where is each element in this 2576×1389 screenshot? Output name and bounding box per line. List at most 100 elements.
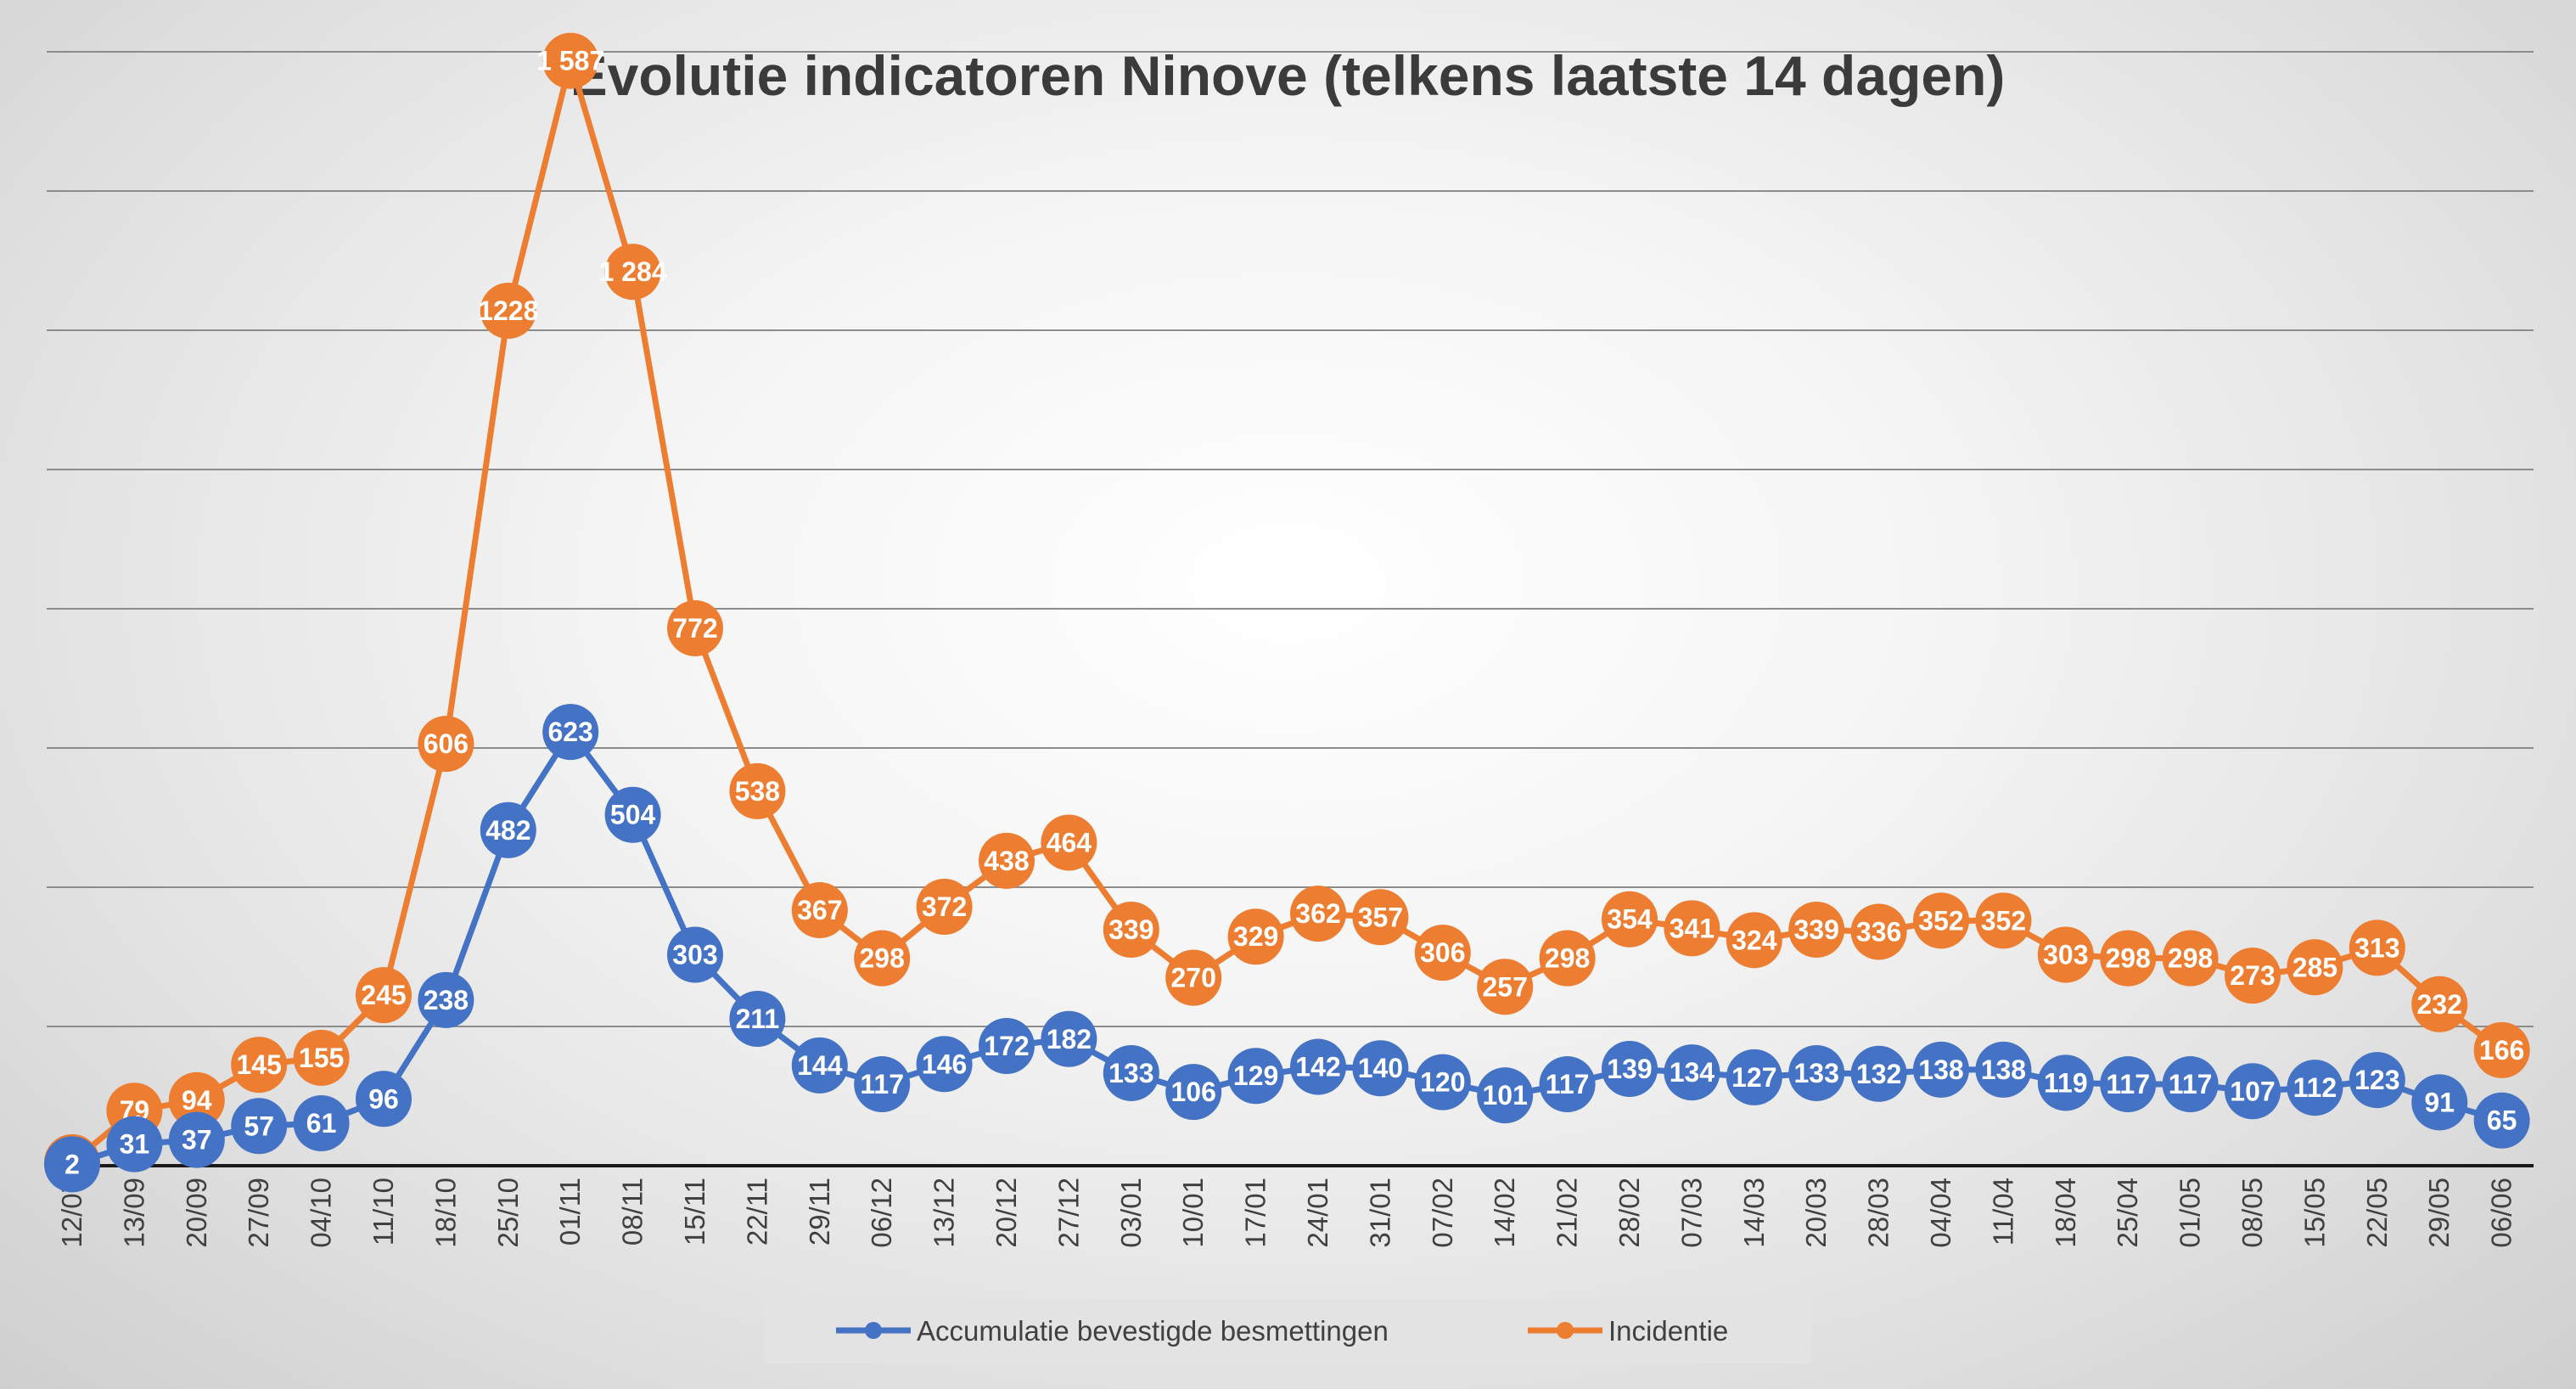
data-label: 623	[548, 717, 593, 747]
x-tick-label: 14/03	[1738, 1178, 1770, 1248]
data-label: 372	[922, 891, 967, 922]
data-label: 211	[736, 1004, 780, 1034]
legend: Accumulatie bevestigde besmettingen Inci…	[764, 1299, 1811, 1364]
data-point	[1352, 889, 1409, 946]
x-tick-label: 08/05	[2236, 1178, 2268, 1248]
data-point	[979, 1017, 1035, 1074]
data-point	[2037, 926, 2094, 983]
x-tick-label: 29/11	[804, 1178, 835, 1246]
data-label: 140	[1358, 1053, 1403, 1083]
data-label: 336	[1856, 916, 1901, 947]
data-label: 339	[1794, 914, 1839, 945]
data-label: 1228	[478, 295, 538, 326]
x-tick-label: 22/05	[2361, 1178, 2393, 1248]
data-label: 245	[361, 980, 406, 1010]
data-label: 339	[1108, 914, 1153, 945]
x-tick-label: 04/10	[306, 1178, 337, 1248]
x-tick-label: 18/10	[429, 1178, 461, 1248]
data-point	[480, 801, 536, 858]
data-label: 129	[1233, 1060, 1278, 1091]
data-label: 352	[1918, 905, 1963, 936]
data-label: 37	[182, 1125, 212, 1156]
data-label: 139	[1607, 1054, 1652, 1084]
data-point	[604, 244, 661, 301]
data-point	[1165, 1064, 1222, 1121]
data-label: 117	[860, 1069, 904, 1099]
chart-title: Evolutie indicatoren Ninove (telkens laa…	[570, 44, 2006, 107]
data-label: 144	[797, 1050, 843, 1081]
x-tick-label: 20/03	[1800, 1178, 1832, 1248]
data-label: 352	[1981, 905, 2026, 936]
x-tick-label: 25/10	[492, 1178, 524, 1248]
data-label: 57	[244, 1111, 274, 1141]
data-point	[2100, 1056, 2157, 1113]
data-point	[2349, 919, 2405, 976]
data-point	[1290, 886, 1346, 942]
x-axis: 12/07 13/09 20/09 27/09 04/10 11/10 18/10 25/10…	[47, 1164, 2534, 1248]
data-label: 341	[1670, 913, 1715, 943]
data-label: 117	[2169, 1069, 2213, 1099]
data-point	[2473, 1092, 2530, 1149]
data-point	[1850, 903, 1907, 960]
data-label: 298	[860, 943, 905, 974]
legend-label-incidentie: Incidentie	[1608, 1315, 1728, 1347]
data-point	[1975, 1041, 2032, 1098]
data-point	[293, 1029, 350, 1086]
data-label: 538	[735, 776, 780, 807]
data-label: 2	[65, 1149, 80, 1179]
data-point	[1414, 1054, 1471, 1111]
x-tick-label: 04/04	[1925, 1178, 1956, 1248]
x-tick-label: 28/02	[1614, 1178, 1645, 1248]
data-point	[604, 786, 661, 843]
x-tick-label: 25/04	[2112, 1178, 2143, 1248]
data-point	[1602, 1041, 1658, 1098]
x-tick-label: 06/06	[2486, 1178, 2517, 1248]
data-label: 94	[182, 1085, 212, 1116]
data-label: 166	[2479, 1035, 2524, 1066]
data-point	[1788, 902, 1845, 959]
x-tick-label: 01/05	[2175, 1178, 2206, 1248]
data-point	[418, 971, 474, 1028]
x-tick-label: 17/01	[1240, 1178, 1271, 1248]
data-point	[418, 716, 474, 773]
data-point	[916, 1036, 973, 1093]
data-point	[2037, 1054, 2094, 1111]
data-point	[2287, 1060, 2343, 1116]
data-label: 133	[1108, 1058, 1153, 1088]
data-point	[2100, 930, 2157, 987]
data-point	[667, 599, 723, 656]
legend-label-accumulatie: Accumulatie bevestigde besmettingen	[917, 1315, 1389, 1347]
series-accumulatie: 2 31 37 57 61 96 238 482 623 504 303 211 144 117 146 17…	[44, 704, 2530, 1193]
data-point	[791, 882, 848, 939]
x-tick-label: 10/01	[1177, 1178, 1209, 1248]
data-label: 1 587	[536, 46, 604, 76]
data-point	[542, 704, 599, 761]
x-tick-label: 13/12	[929, 1178, 960, 1248]
data-point	[480, 283, 536, 340]
data-label: 464	[1047, 828, 1092, 858]
x-tick-label: 08/11	[617, 1178, 648, 1246]
data-label: 329	[1233, 921, 1278, 952]
x-tick-label: 27/12	[1052, 1178, 1084, 1248]
data-label: 362	[1295, 898, 1340, 929]
data-label: 504	[610, 800, 656, 830]
data-point	[1414, 925, 1471, 981]
data-point	[231, 1098, 288, 1155]
data-point	[1726, 912, 1782, 969]
x-tick-label: 03/01	[1115, 1178, 1147, 1248]
data-point	[356, 967, 412, 1024]
data-label: 117	[2106, 1069, 2150, 1099]
data-point	[1103, 902, 1159, 959]
data-label: 61	[306, 1108, 337, 1139]
data-point	[106, 1116, 163, 1172]
data-point	[791, 1037, 848, 1094]
data-point	[854, 930, 911, 987]
data-point	[1664, 900, 1720, 957]
data-point	[1850, 1045, 1907, 1102]
data-label: 298	[2168, 943, 2213, 974]
legend-marker-accumulatie	[865, 1322, 882, 1339]
